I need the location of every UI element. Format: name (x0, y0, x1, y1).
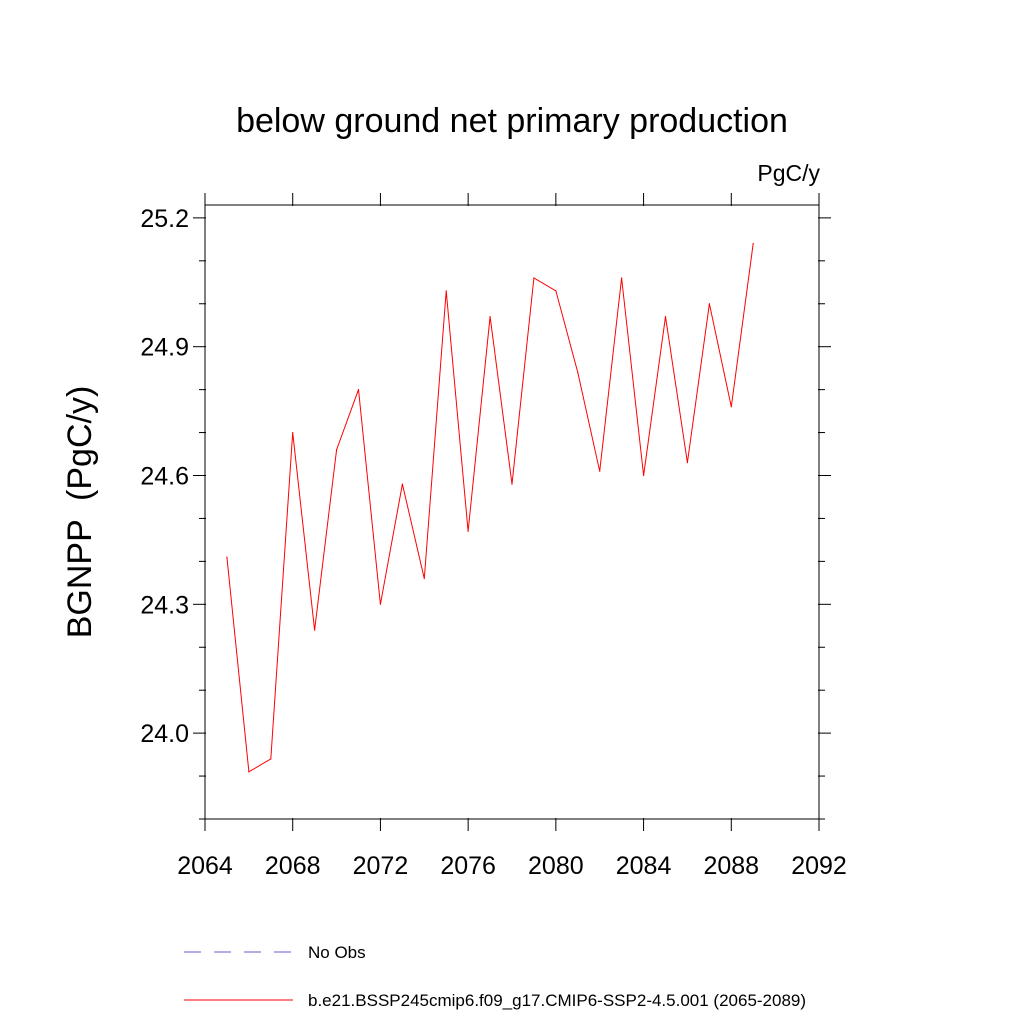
data-point (467, 530, 469, 532)
data-point (555, 290, 557, 292)
data-point (314, 629, 316, 631)
data-point (226, 556, 228, 558)
data-point (621, 277, 623, 279)
y-tick-label: 24.6 (140, 463, 189, 491)
units-label: PgC/y (757, 160, 820, 186)
data-point (664, 316, 667, 318)
x-tick-label: 2080 (528, 852, 584, 880)
data-point (270, 758, 272, 760)
data-point (577, 371, 579, 374)
data-point (708, 303, 710, 305)
data-point (489, 316, 491, 318)
plot-frame (204, 204, 820, 820)
legend-label: No Obs (308, 943, 366, 962)
x-axis-ticks: 2064 2068 2072 2076 2080 2084 2088 2092 (177, 193, 847, 880)
data-point (379, 603, 382, 605)
data-point (686, 462, 689, 464)
data-point (730, 406, 732, 408)
chart-title: below ground net primary production (236, 102, 788, 140)
data-point (642, 474, 645, 477)
x-tick-label: 2092 (791, 852, 847, 880)
data-point (423, 577, 425, 580)
data-point (401, 483, 403, 485)
data-point (752, 243, 754, 245)
x-tick-label: 2068 (265, 852, 321, 880)
x-tick-label: 2088 (703, 852, 759, 880)
data-point (533, 277, 535, 279)
x-tick-label: 2084 (616, 852, 672, 880)
y-tick-label: 25.2 (140, 205, 189, 233)
series-line (226, 243, 754, 773)
x-tick-label: 2076 (440, 852, 496, 880)
data-point (357, 389, 360, 391)
y-axis-ticks: 24.0 24.3 24.6 24.9 25.2 (140, 205, 831, 820)
series-layer (226, 243, 754, 773)
legend-label: b.e21.BSSP245cmip6.f09_g17.CMIP6-SSP2-4.… (308, 991, 806, 1010)
data-point (599, 470, 601, 472)
data-point (511, 483, 513, 485)
y-axis-label: BGNPP (PgC/y) (61, 386, 99, 639)
y-tick-label: 24.9 (140, 334, 189, 362)
x-tick-label: 2064 (177, 852, 233, 880)
x-tick-label: 2072 (353, 852, 409, 880)
y-tick-label: 24.0 (140, 720, 189, 748)
data-point (335, 449, 338, 451)
y-tick-label: 24.3 (140, 591, 189, 619)
data-point (248, 771, 250, 773)
legend: No Obs b.e21.BSSP245cmip6.f09_g17.CMIP6-S… (184, 943, 806, 1010)
data-point (292, 431, 294, 434)
data-point (445, 290, 447, 292)
